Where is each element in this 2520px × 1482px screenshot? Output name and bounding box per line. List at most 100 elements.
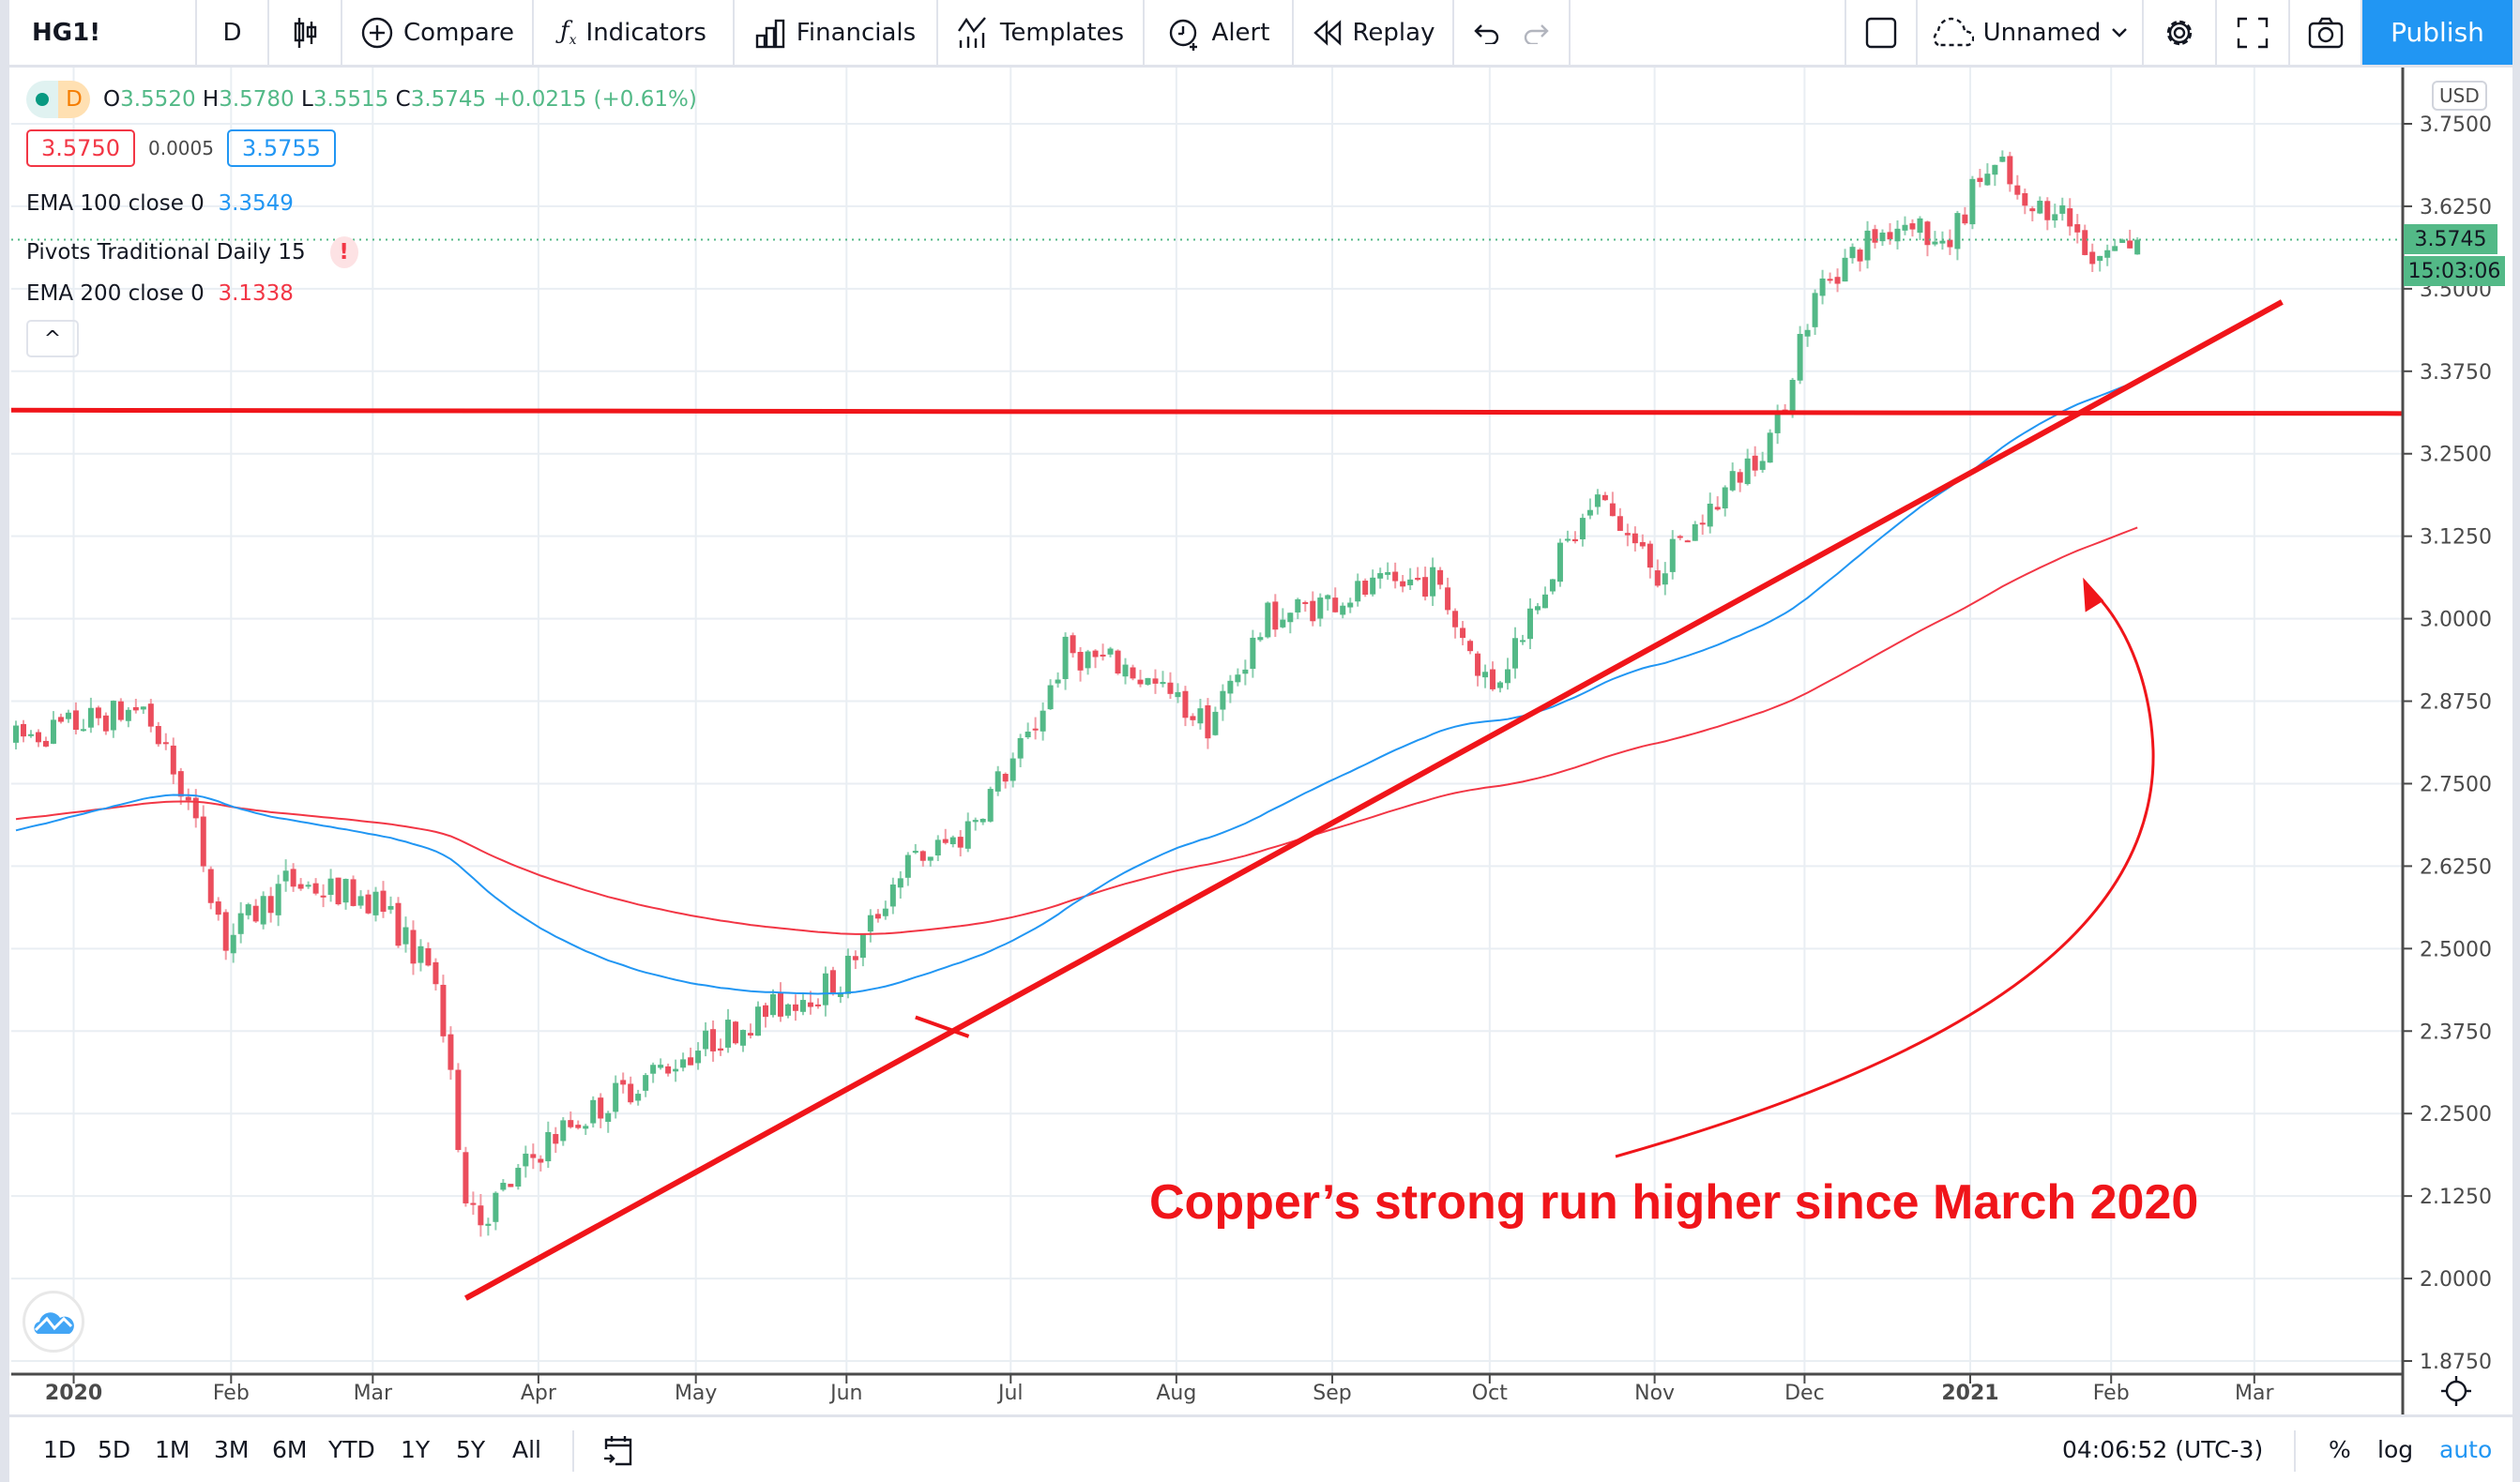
price-tick-label: 3.1250 [2420, 526, 2492, 550]
percent-scale-toggle[interactable]: % [2329, 1436, 2351, 1463]
candle-body [1130, 667, 1136, 679]
compare-button[interactable]: Compare [342, 0, 534, 65]
candle-body [1692, 523, 1698, 541]
candle-body [1804, 329, 1811, 337]
candle [1729, 462, 1736, 492]
range-all[interactable]: All [512, 1436, 541, 1463]
candle-body [1849, 247, 1856, 259]
candle [1370, 569, 1376, 597]
candle-body [1954, 213, 1961, 250]
candle-body [643, 1075, 649, 1091]
candle-body [1392, 571, 1399, 582]
candle-body [725, 1020, 732, 1048]
candle [650, 1062, 657, 1083]
candle [252, 899, 259, 923]
range-3m[interactable]: 3M [214, 1436, 250, 1463]
collapse-legend-button[interactable]: ^ [26, 320, 79, 357]
undo-icon[interactable] [1472, 22, 1500, 44]
candle [455, 1063, 462, 1153]
candle-body [530, 1154, 537, 1158]
settings-button[interactable] [2144, 0, 2217, 65]
fullscreen-button[interactable] [2217, 0, 2290, 65]
candle-body [1085, 651, 1091, 669]
log-scale-toggle[interactable]: log [2377, 1436, 2414, 1463]
snapshot-button[interactable] [2290, 0, 2362, 65]
candle [222, 909, 229, 960]
candle-body [1984, 174, 1991, 186]
plus-circle-icon [361, 17, 393, 48]
candle [598, 1093, 604, 1128]
candle-body [1137, 679, 1144, 685]
candle [245, 902, 251, 920]
templates-button[interactable]: Templates [938, 0, 1145, 65]
trend-line [463, 299, 2284, 1301]
candle-body [80, 729, 86, 732]
alert-button[interactable]: Alert [1145, 0, 1294, 65]
market-open-dot-icon [26, 81, 58, 118]
candle-body [455, 1069, 462, 1150]
timezone-clock[interactable]: 04:06:52 (UTC-3) [2062, 1436, 2264, 1463]
candle [882, 900, 888, 920]
publish-button[interactable]: Publish [2362, 0, 2512, 65]
range-ytd[interactable]: YTD [328, 1436, 375, 1463]
candle-body [1842, 257, 1848, 282]
candle [1564, 530, 1571, 543]
chart-annotation-text[interactable]: Copper’s strong run higher since March 2… [1149, 1175, 2199, 1230]
auto-scale-toggle[interactable]: auto [2439, 1436, 2493, 1463]
candle [553, 1127, 559, 1154]
candle [568, 1111, 574, 1129]
price-tick-label: 3.2500 [2420, 444, 2492, 467]
candle [1422, 567, 1429, 601]
range-1m[interactable]: 1M [155, 1436, 190, 1463]
ema100-legend[interactable]: EMA 100 close 0 3.3549 [26, 191, 294, 216]
range-1y[interactable]: 1Y [401, 1436, 431, 1463]
time-tick-label: Nov [1634, 1382, 1675, 1405]
fullscreen-icon [2237, 17, 2269, 48]
layout-button[interactable] [1844, 0, 1918, 65]
buy-button[interactable]: 3.5755 [226, 129, 336, 167]
candle-body [2112, 246, 2118, 251]
candle-body [102, 715, 109, 732]
sell-button[interactable]: 3.5750 [26, 129, 135, 167]
replay-button[interactable]: Replay [1294, 0, 1454, 65]
ema200-legend[interactable]: EMA 200 close 0 3.1338 [26, 281, 294, 306]
candle-body [425, 947, 432, 966]
tradingview-logo[interactable] [23, 1291, 84, 1353]
range-6m[interactable]: 6M [272, 1436, 308, 1463]
candle [1744, 448, 1751, 486]
candle [889, 877, 896, 915]
financials-button[interactable]: Financials [735, 0, 938, 65]
candle [1707, 492, 1713, 534]
candle [1250, 629, 1256, 678]
candle [1265, 601, 1271, 639]
candle [1849, 243, 1856, 265]
pivots-legend[interactable]: Pivots Traditional Daily 15 ! [26, 236, 358, 268]
candle [1902, 216, 1908, 235]
candle-body [590, 1099, 597, 1124]
range-5d[interactable]: 5D [98, 1436, 131, 1463]
candle-body [1992, 164, 1998, 175]
candle [1497, 680, 1504, 693]
redo-icon[interactable] [1523, 22, 1551, 44]
layout-name-dropdown[interactable]: Unnamed [1918, 0, 2144, 65]
interval-button[interactable]: D [197, 0, 269, 65]
candle-body [2014, 185, 2021, 195]
candle [1182, 686, 1189, 727]
range-5y[interactable]: 5Y [456, 1436, 486, 1463]
candle-body [1197, 708, 1204, 724]
currency-label[interactable]: USD [2432, 81, 2487, 111]
camera-icon [2308, 17, 2343, 48]
symbol-search[interactable]: HG1! [9, 0, 197, 65]
indicators-button[interactable]: ƒx Indicators [534, 0, 735, 65]
candle [1534, 602, 1541, 614]
warning-icon[interactable]: ! [329, 236, 358, 268]
candle [1977, 169, 1983, 188]
candle-body [1115, 650, 1121, 674]
range-1d[interactable]: 1D [43, 1436, 77, 1463]
interval-badge: D [58, 81, 90, 118]
chart-type-button[interactable] [269, 0, 342, 65]
market-status-badge[interactable]: D [26, 81, 90, 118]
candle [1699, 514, 1706, 536]
go-to-date-icon[interactable] [602, 1434, 636, 1468]
